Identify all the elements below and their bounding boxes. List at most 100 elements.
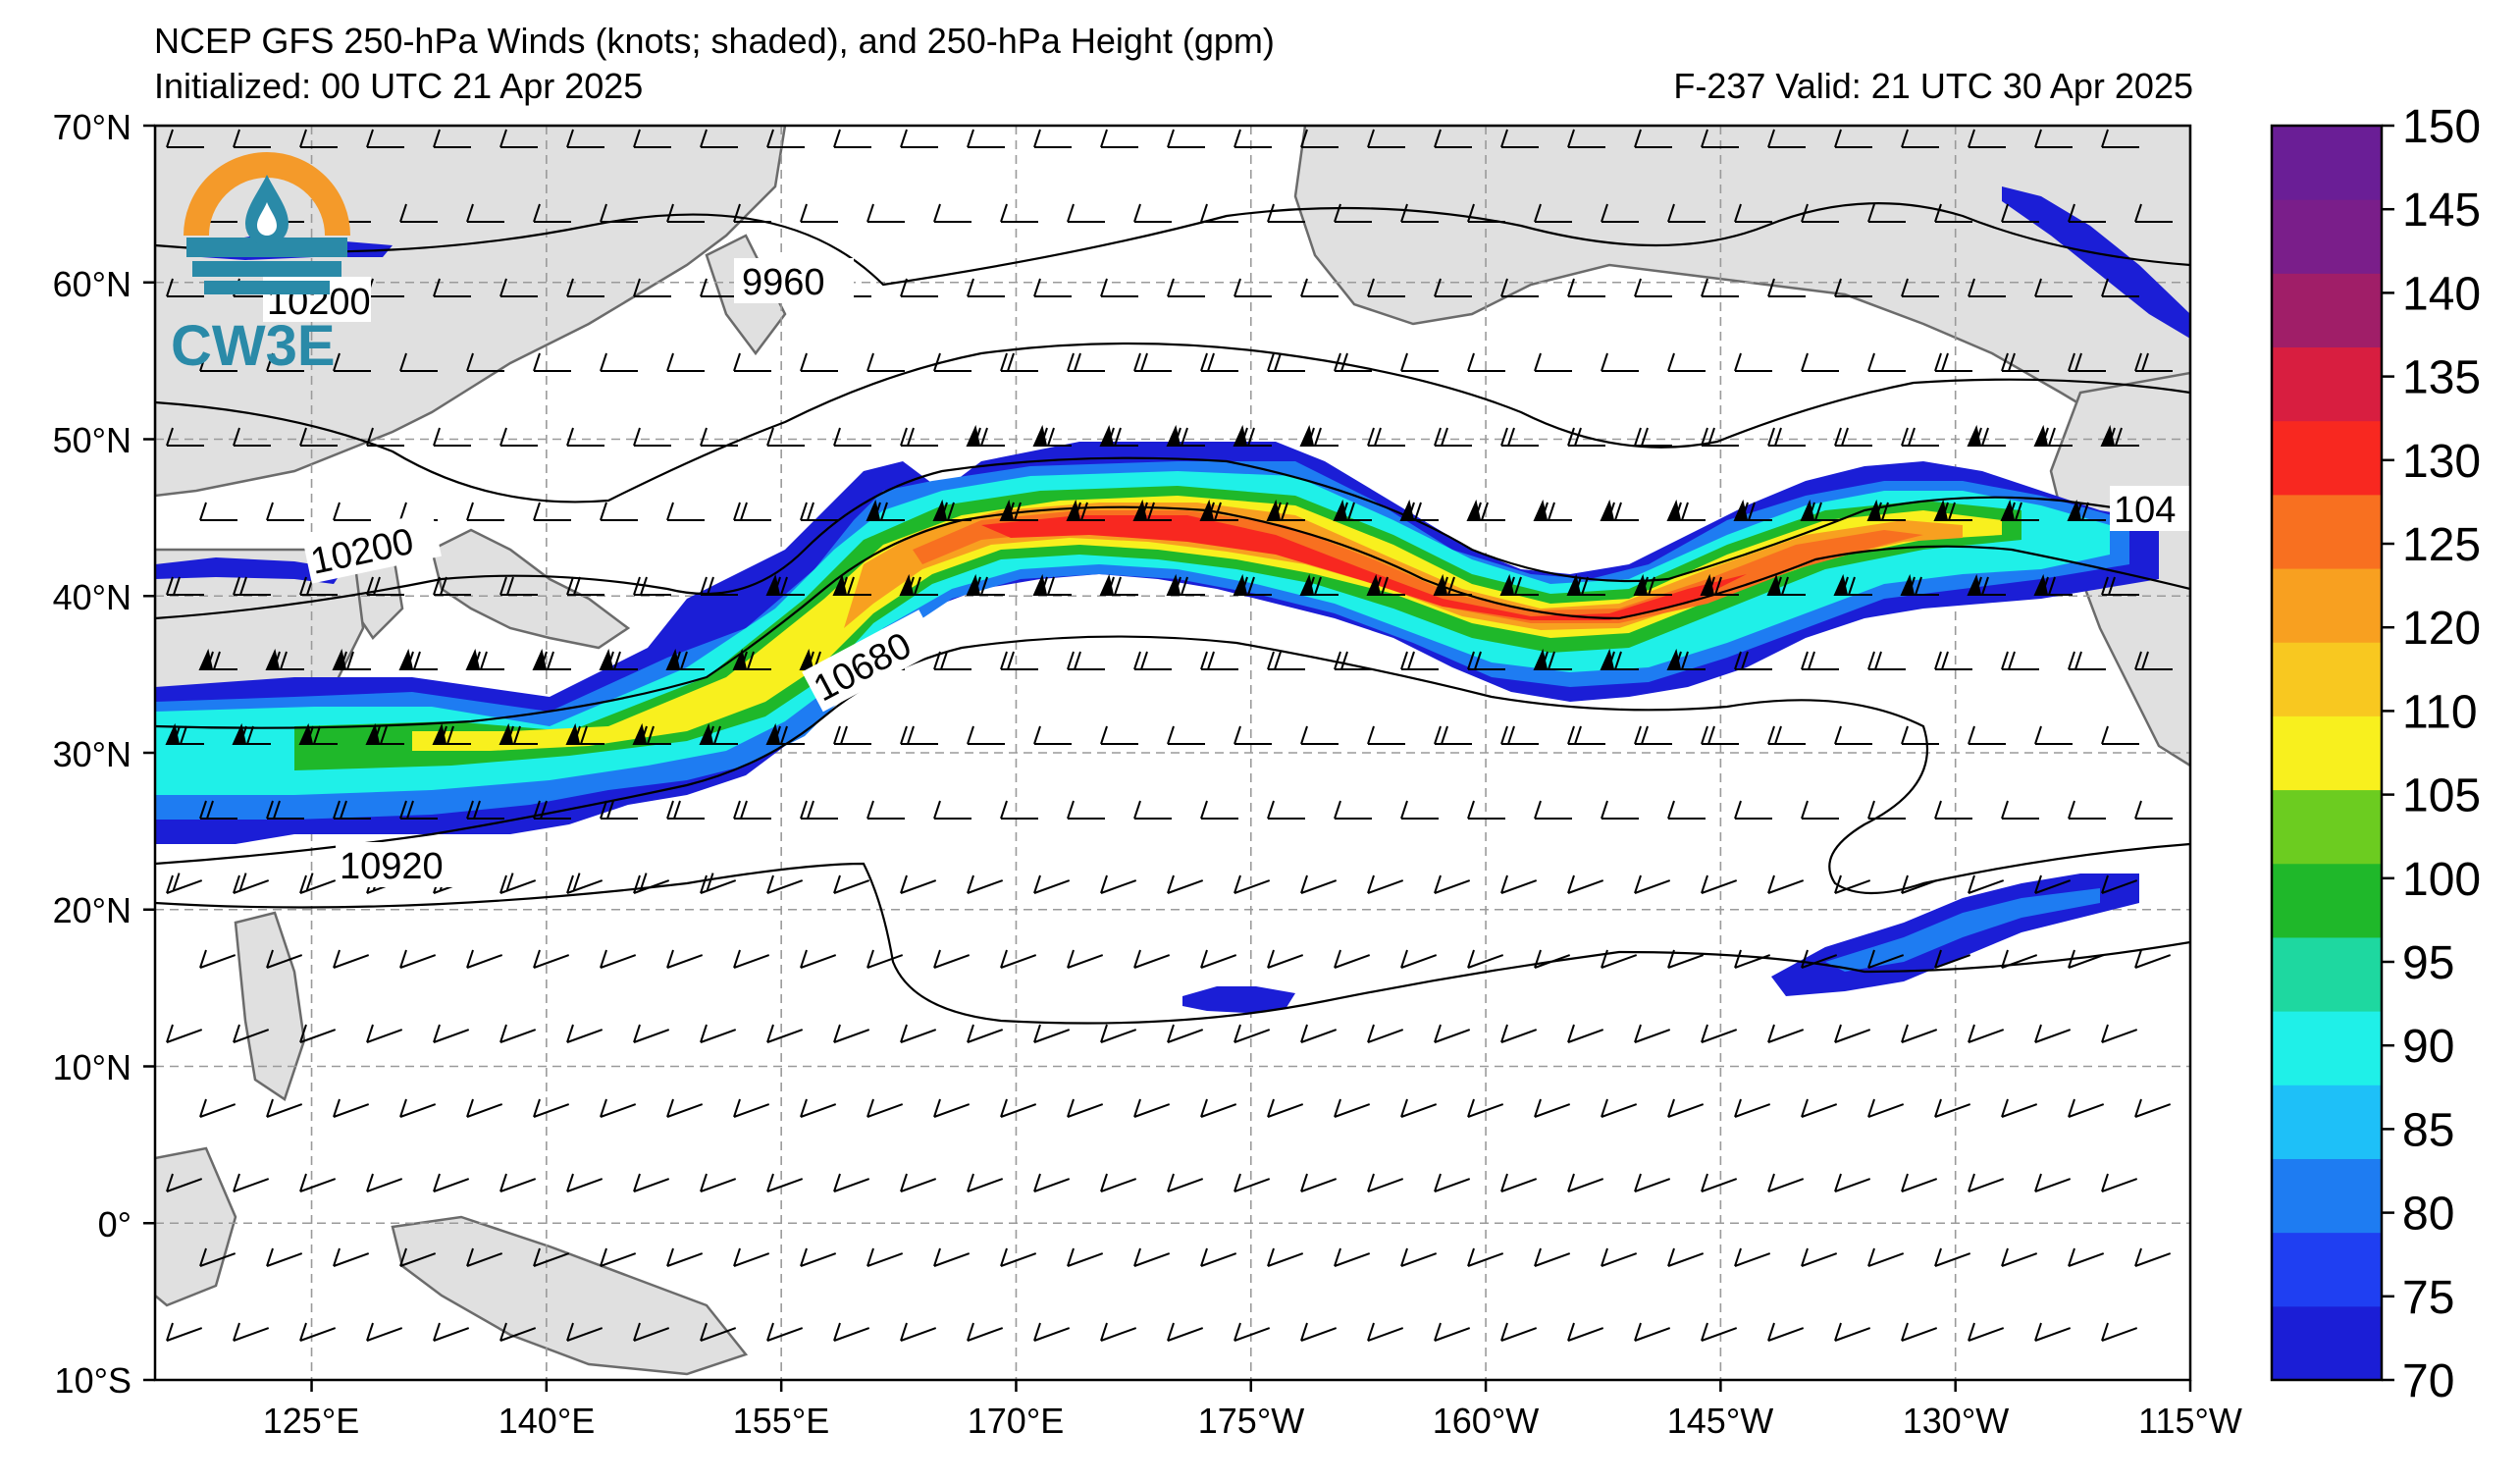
wind-barb xyxy=(967,725,1005,745)
wind-barb xyxy=(2134,203,2173,223)
wind-barb xyxy=(1167,1322,1204,1342)
wind-barb xyxy=(499,722,538,745)
wind-barb xyxy=(700,1024,737,1043)
wind-barb xyxy=(866,1247,904,1267)
wind-barb xyxy=(1968,725,2006,745)
wind-barb xyxy=(866,499,905,521)
wind-barb xyxy=(2068,651,2106,670)
wind-barb xyxy=(1701,1173,1738,1192)
wind-barb xyxy=(1701,725,1739,745)
wind-barb xyxy=(1867,352,1906,372)
wind-barb xyxy=(1968,1173,2005,1192)
wind-barb xyxy=(333,800,371,820)
wind-barb xyxy=(1133,949,1171,969)
wind-barb xyxy=(1667,1098,1705,1118)
wind-barb xyxy=(199,800,237,820)
wind-barb xyxy=(533,1247,570,1267)
wind-barb xyxy=(1667,800,1706,820)
axis-ticks xyxy=(143,124,2192,1392)
wind-barb xyxy=(1199,499,1238,521)
wind-barb xyxy=(700,1322,737,1342)
wind-barb xyxy=(1767,1173,1805,1192)
wind-barb xyxy=(1767,278,1806,297)
wind-barb xyxy=(1834,725,1872,745)
wind-barb xyxy=(1634,278,1672,297)
wind-barb xyxy=(1000,1098,1037,1118)
wind-barb xyxy=(1467,651,1505,670)
cw3e-logo: CW3E xyxy=(171,152,350,378)
wind-barb xyxy=(333,352,371,372)
wind-barb xyxy=(1032,424,1072,447)
wind-barb xyxy=(166,278,204,297)
wind-barb xyxy=(365,722,404,745)
wind-barb xyxy=(967,278,1005,297)
wind-barb xyxy=(466,800,504,820)
wind-barb xyxy=(1267,949,1304,969)
wind-barb xyxy=(1167,278,1205,297)
wind-barb xyxy=(1934,203,1972,223)
wind-barb xyxy=(2001,1098,2038,1118)
wind-barb xyxy=(600,352,638,372)
wind-barb xyxy=(633,1322,670,1342)
wind-barb xyxy=(499,129,538,148)
colorbar-segment xyxy=(2272,863,2382,938)
wind-barb xyxy=(566,873,604,894)
wind-barb xyxy=(967,1322,1004,1342)
colorbar-frame xyxy=(2270,124,2384,1382)
wind-barb xyxy=(1200,651,1238,670)
wind-barb xyxy=(1467,1098,1504,1118)
wind-barb xyxy=(1433,573,1472,596)
wind-barb xyxy=(2101,1173,2138,1192)
wind-barb xyxy=(1000,949,1037,969)
colorbar-label: 100 xyxy=(2402,854,2481,906)
wind-barb xyxy=(1601,800,1639,820)
wind-barb xyxy=(1434,278,1472,297)
wind-barb xyxy=(399,203,438,223)
wind-barb xyxy=(1601,1247,1638,1267)
wind-barb xyxy=(900,1024,937,1043)
wind-barb xyxy=(1767,129,1806,148)
wind-barb xyxy=(566,278,604,297)
colorbar-segment xyxy=(2272,126,2382,200)
wind-barb xyxy=(333,502,371,521)
wind-barb xyxy=(566,1024,604,1043)
wind-barb xyxy=(633,129,671,148)
wind-barb xyxy=(166,129,204,148)
wind-barb xyxy=(1400,203,1439,223)
wind-barb xyxy=(1033,1173,1071,1192)
contour-label-9960: 9960 xyxy=(742,262,825,303)
wind-barb xyxy=(1667,203,1706,223)
wind-barb xyxy=(1867,1098,1905,1118)
wind-barb xyxy=(1133,1098,1171,1118)
wind-barb xyxy=(966,573,1005,596)
wind-barb xyxy=(633,1173,670,1192)
wind-barb xyxy=(233,1173,270,1192)
wind-barb xyxy=(366,427,404,447)
wind-barb xyxy=(933,352,971,372)
wind-barb xyxy=(533,949,570,969)
wind-barb xyxy=(800,949,837,969)
height-contours xyxy=(155,202,2190,1025)
wind-barb xyxy=(1100,725,1138,745)
wind-barb xyxy=(1367,278,1405,297)
wind-barb xyxy=(166,1024,203,1043)
wind-barb xyxy=(1968,129,2006,148)
wind-barb xyxy=(866,352,905,372)
colorbar-label: 110 xyxy=(2402,686,2478,738)
lat-label: 60°N xyxy=(53,264,131,304)
wind-barb xyxy=(1167,874,1204,894)
wind-barb xyxy=(298,722,338,745)
wind-barb xyxy=(933,949,971,969)
wind-barb xyxy=(999,499,1038,521)
wind-shade-135-jet xyxy=(981,515,1747,620)
wind-barb xyxy=(1234,129,1272,148)
wind-barb xyxy=(700,129,738,148)
wind-barb xyxy=(466,352,504,372)
wind-barb xyxy=(1300,129,1339,148)
colorbar-segment xyxy=(2272,1305,2382,1381)
wind-barb xyxy=(166,1322,203,1342)
wind-barb xyxy=(1567,427,1605,447)
wind-barb xyxy=(1901,427,1939,447)
colorbar-segment xyxy=(2272,1232,2382,1307)
wind-barb xyxy=(1801,651,1839,670)
